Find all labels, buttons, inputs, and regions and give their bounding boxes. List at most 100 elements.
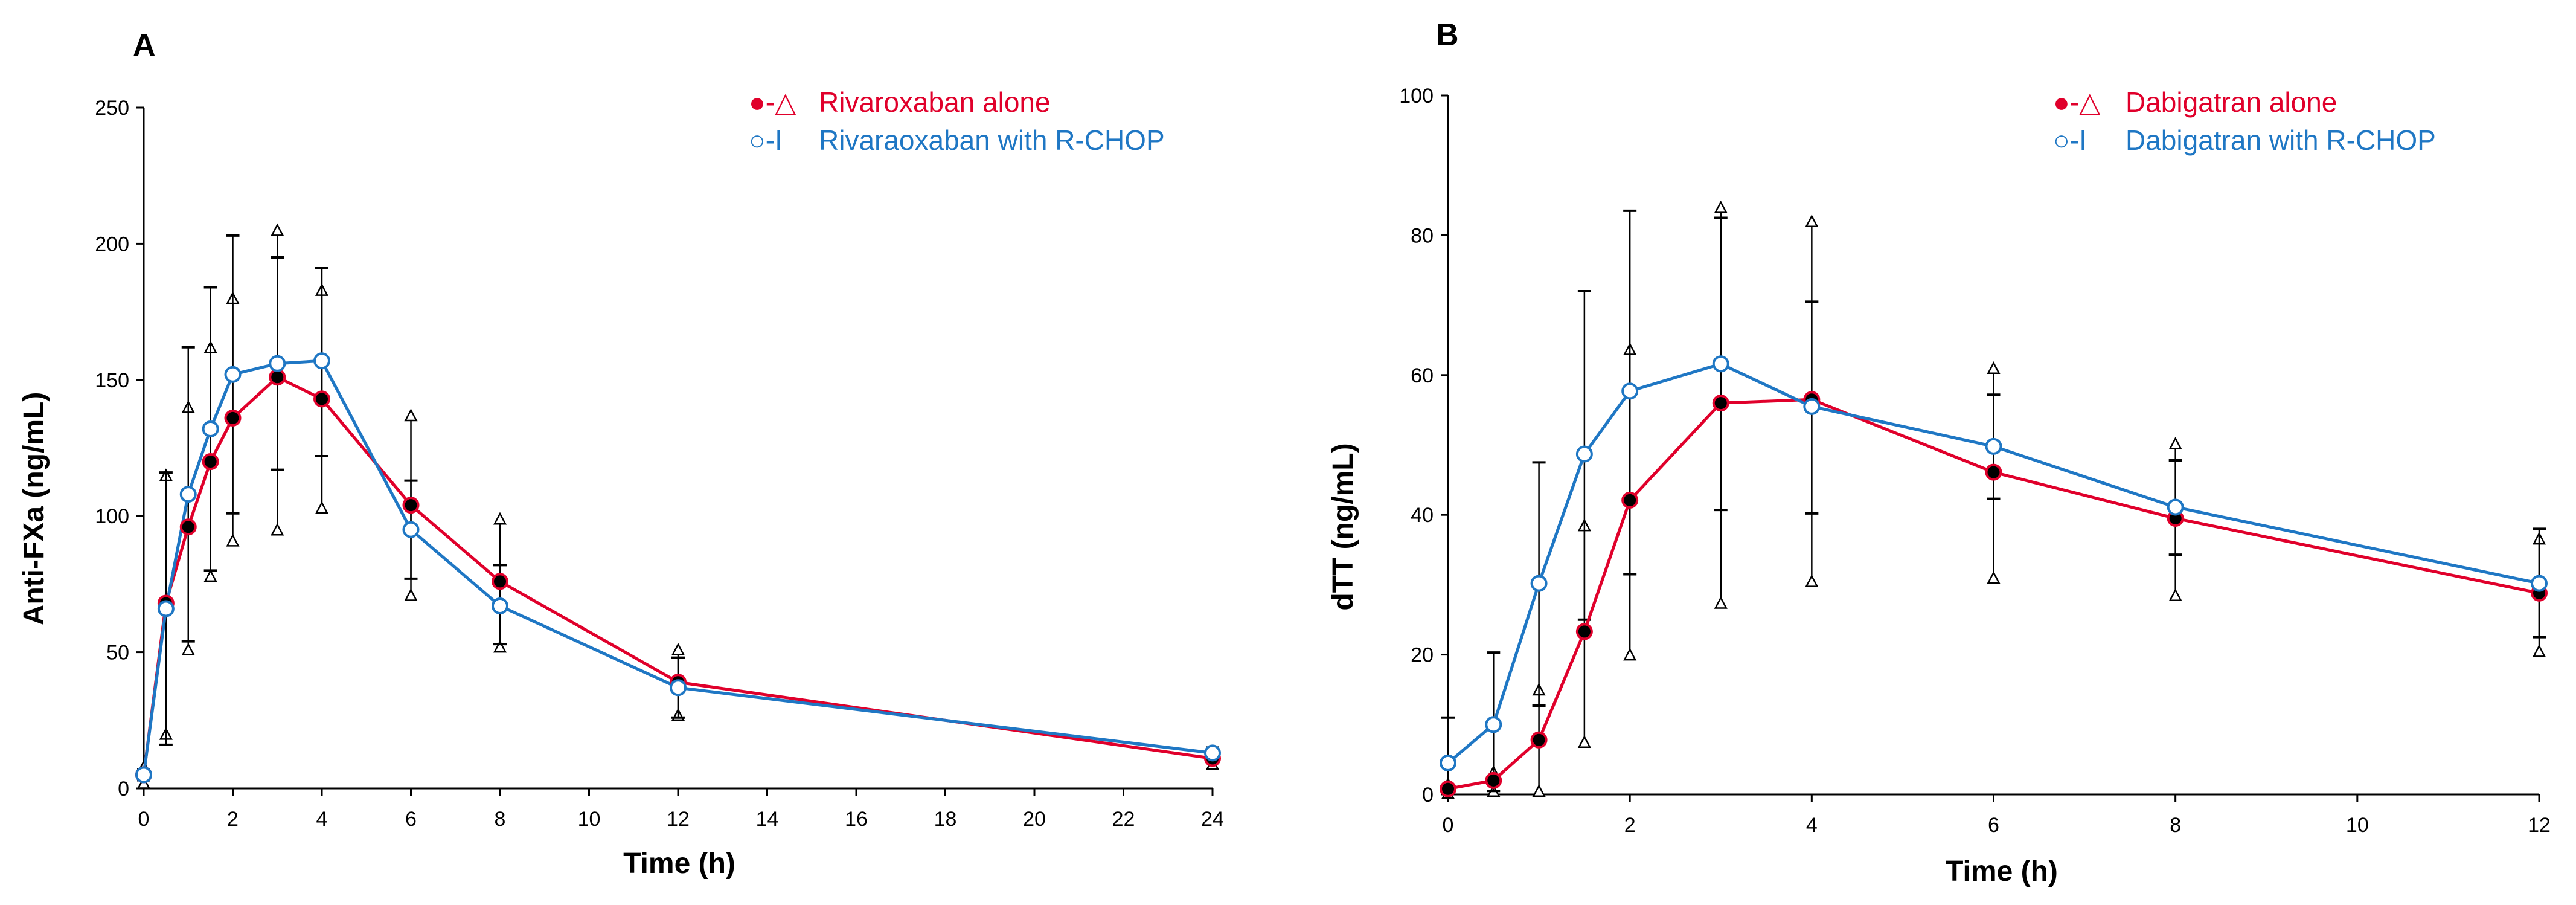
panel-a-series-2-point bbox=[670, 679, 687, 697]
panel-a-series-2-point bbox=[179, 486, 197, 503]
panel-b-series-2-point bbox=[1621, 382, 1639, 400]
panel-a: A Anti-FXa (ng/mL) Time (h) 050100150200… bbox=[18, 28, 1224, 880]
panel-b-legend-label-1: Dabigatran alone bbox=[2126, 86, 2337, 118]
panel-b-series-2-point bbox=[1985, 437, 2002, 455]
panel-b-series-1-point bbox=[1485, 771, 1502, 789]
panel-b-y-tick-label: 100 bbox=[1399, 85, 1434, 108]
panel-a-legend-label-1: Rivaroxaban alone bbox=[819, 86, 1051, 118]
panel-a-legend: ●-△ Rivaroxaban alone ○-I Rivaraoxaban w… bbox=[749, 86, 1165, 156]
panel-b-series-2-point bbox=[1530, 575, 1548, 592]
panel-b-error-cap-upper bbox=[1714, 200, 1728, 213]
panel-b-series-1-point bbox=[1712, 395, 1729, 412]
panel-a-error-cap-lower bbox=[226, 533, 240, 547]
panel-b-error-bars bbox=[1441, 200, 2546, 799]
panel-a-error-cap-lower bbox=[404, 588, 418, 601]
panel-a-label: A bbox=[133, 28, 156, 63]
panel-a-legend-label-2: Rivaraoxaban with R-CHOP bbox=[819, 124, 1165, 156]
panel-a-series-1-point bbox=[224, 409, 242, 427]
panel-b-error-cap-lower bbox=[1805, 574, 1819, 587]
panel-a-legend-marker-2: ○-I bbox=[749, 124, 783, 156]
panel-b-series-2-point bbox=[1485, 716, 1502, 733]
panel-b-x-axis-title: Time (h) bbox=[1946, 855, 2058, 887]
panel-a-series-2-point bbox=[157, 600, 175, 617]
panel-a-x-tick-label: 4 bbox=[316, 808, 328, 831]
panel-a-y-tick-label: 250 bbox=[95, 97, 129, 120]
panel-a-x-tick-label: 14 bbox=[756, 808, 779, 831]
panel-b-x-tick-label: 2 bbox=[1624, 814, 1636, 837]
panel-a-error-cap-lower bbox=[315, 501, 329, 514]
panel-b-error-cap-lower bbox=[2168, 588, 2182, 602]
panel-b-legend: ●-△ Dabigatran alone ○-I Dabigatran with… bbox=[2053, 86, 2436, 156]
panel-b-series-2-point bbox=[2167, 498, 2184, 516]
panel-a-error-cap-lower bbox=[493, 640, 507, 653]
panel-b-axes: 0 20 40 60 80 100 0 2 4 6 8 10 12 bbox=[1399, 85, 2551, 837]
panel-b-series-2-point bbox=[2531, 575, 2548, 592]
panel-a-x-tick-label: 2 bbox=[227, 808, 239, 831]
panel-a-legend-marker-1: ●-△ bbox=[749, 86, 796, 118]
panel-a-x-tick-label: 8 bbox=[495, 808, 506, 831]
panel-b-series-lines bbox=[1447, 362, 2540, 791]
panel-b-y-tick-label: 0 bbox=[1422, 784, 1434, 807]
panel-b-y-tick-label: 20 bbox=[1411, 644, 1434, 667]
panel-a-series-2-point bbox=[202, 420, 219, 437]
panel-a-series-2-point bbox=[492, 597, 508, 614]
panel-a-error-cap-upper bbox=[404, 408, 418, 422]
panel-a-series-2-point bbox=[135, 766, 152, 784]
panel-a-markers bbox=[135, 352, 1221, 784]
panel-b-markers bbox=[1440, 355, 2548, 797]
panel-a-y-tick-label: 150 bbox=[95, 369, 129, 392]
panel-b-error-cap-upper bbox=[2168, 436, 2182, 449]
panel-b-series-1-point bbox=[1621, 491, 1639, 509]
panel-b-series-2-point bbox=[1712, 355, 1729, 373]
panel-a-y-axis-title: Anti-FXa (ng/mL) bbox=[18, 392, 50, 626]
panel-b-error-cap-lower bbox=[2532, 644, 2546, 657]
panel-b-label: B bbox=[1436, 18, 1459, 53]
panel-a-y-tick-label: 200 bbox=[95, 233, 129, 256]
panel-a-x-tick-label: 6 bbox=[405, 808, 417, 831]
panel-b-y-tick-label: 40 bbox=[1411, 504, 1434, 527]
panel-b-series-line-2 bbox=[1447, 362, 2540, 764]
panel-b-x-tick-label: 8 bbox=[2170, 814, 2181, 837]
panel-a-error-cap-upper bbox=[493, 512, 507, 525]
panel-b-series-1-point bbox=[1985, 463, 2002, 481]
panel-a-error-bars bbox=[136, 223, 1220, 789]
panel-a-x-tick-label: 0 bbox=[138, 808, 150, 831]
panel-a-x-tick-label: 20 bbox=[1023, 808, 1046, 831]
panel-b-x-tick-label: 10 bbox=[2346, 814, 2369, 837]
panel-b-series-line-1 bbox=[1447, 398, 2540, 791]
panel-a-error-cap-upper bbox=[271, 223, 284, 236]
panel-b-error-cap-lower bbox=[1532, 784, 1546, 797]
panel-b-series-1-point bbox=[1575, 623, 1593, 640]
panel-a-x-tick-label: 10 bbox=[578, 808, 601, 831]
panel-a-series-2-point bbox=[269, 355, 286, 372]
panel-a-y-tick-label: 0 bbox=[118, 778, 129, 800]
panel-b-x-tick-label: 6 bbox=[1988, 814, 1999, 837]
panel-b-y-tick-label: 80 bbox=[1411, 224, 1434, 247]
panel-a-error-cap-lower bbox=[271, 523, 284, 536]
panel-a-y-tick-label: 50 bbox=[106, 642, 129, 665]
panel-a-series-1-point bbox=[313, 390, 330, 408]
panel-a-series-1-point bbox=[202, 453, 219, 471]
panel-a-series-2-point bbox=[402, 521, 420, 538]
panel-a-series-1-point bbox=[492, 573, 508, 590]
panel-b-series-2-point bbox=[1803, 398, 1821, 415]
panel-a-series-2-point bbox=[313, 352, 330, 370]
panel-b-x-tick-label: 0 bbox=[1443, 814, 1454, 837]
panel-b-error-cap-lower bbox=[1623, 648, 1637, 661]
panel-a-x-tick-label: 12 bbox=[667, 808, 690, 831]
panel-a-error-cap-lower bbox=[203, 569, 217, 582]
panel-a-series-1-point bbox=[179, 518, 197, 536]
panel-b-series-1-point bbox=[1440, 780, 1456, 797]
panel-a-x-tick-label: 18 bbox=[934, 808, 957, 831]
panel-a-x-tick-label: 16 bbox=[845, 808, 868, 831]
panel-a-error-cap-lower bbox=[181, 642, 195, 655]
panel-a-x-tick-label: 22 bbox=[1112, 808, 1135, 831]
panel-b-y-tick-label: 60 bbox=[1411, 364, 1434, 387]
panel-b-x-tick-label: 12 bbox=[2528, 814, 2551, 837]
panel-a-series-2-point bbox=[224, 366, 242, 383]
panel-a-series-1-point bbox=[269, 369, 286, 386]
panel-b-series-2-point bbox=[1440, 754, 1456, 771]
panel-a-x-tick-label: 24 bbox=[1201, 808, 1224, 831]
